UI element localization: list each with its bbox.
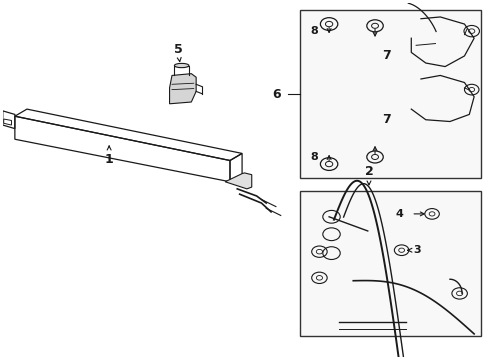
Text: 2: 2 <box>364 165 373 178</box>
Text: 1: 1 <box>104 153 113 166</box>
Text: 8: 8 <box>310 153 318 162</box>
Bar <box>300 191 480 336</box>
Text: 3: 3 <box>413 245 421 255</box>
Text: 6: 6 <box>272 87 280 100</box>
Polygon shape <box>169 74 196 104</box>
Text: 7: 7 <box>382 49 390 62</box>
Text: 8: 8 <box>310 26 318 36</box>
Text: 7: 7 <box>382 113 390 126</box>
Ellipse shape <box>174 63 188 68</box>
Polygon shape <box>224 173 251 189</box>
Bar <box>300 10 480 178</box>
Text: 5: 5 <box>174 43 183 56</box>
Text: 4: 4 <box>394 209 402 219</box>
